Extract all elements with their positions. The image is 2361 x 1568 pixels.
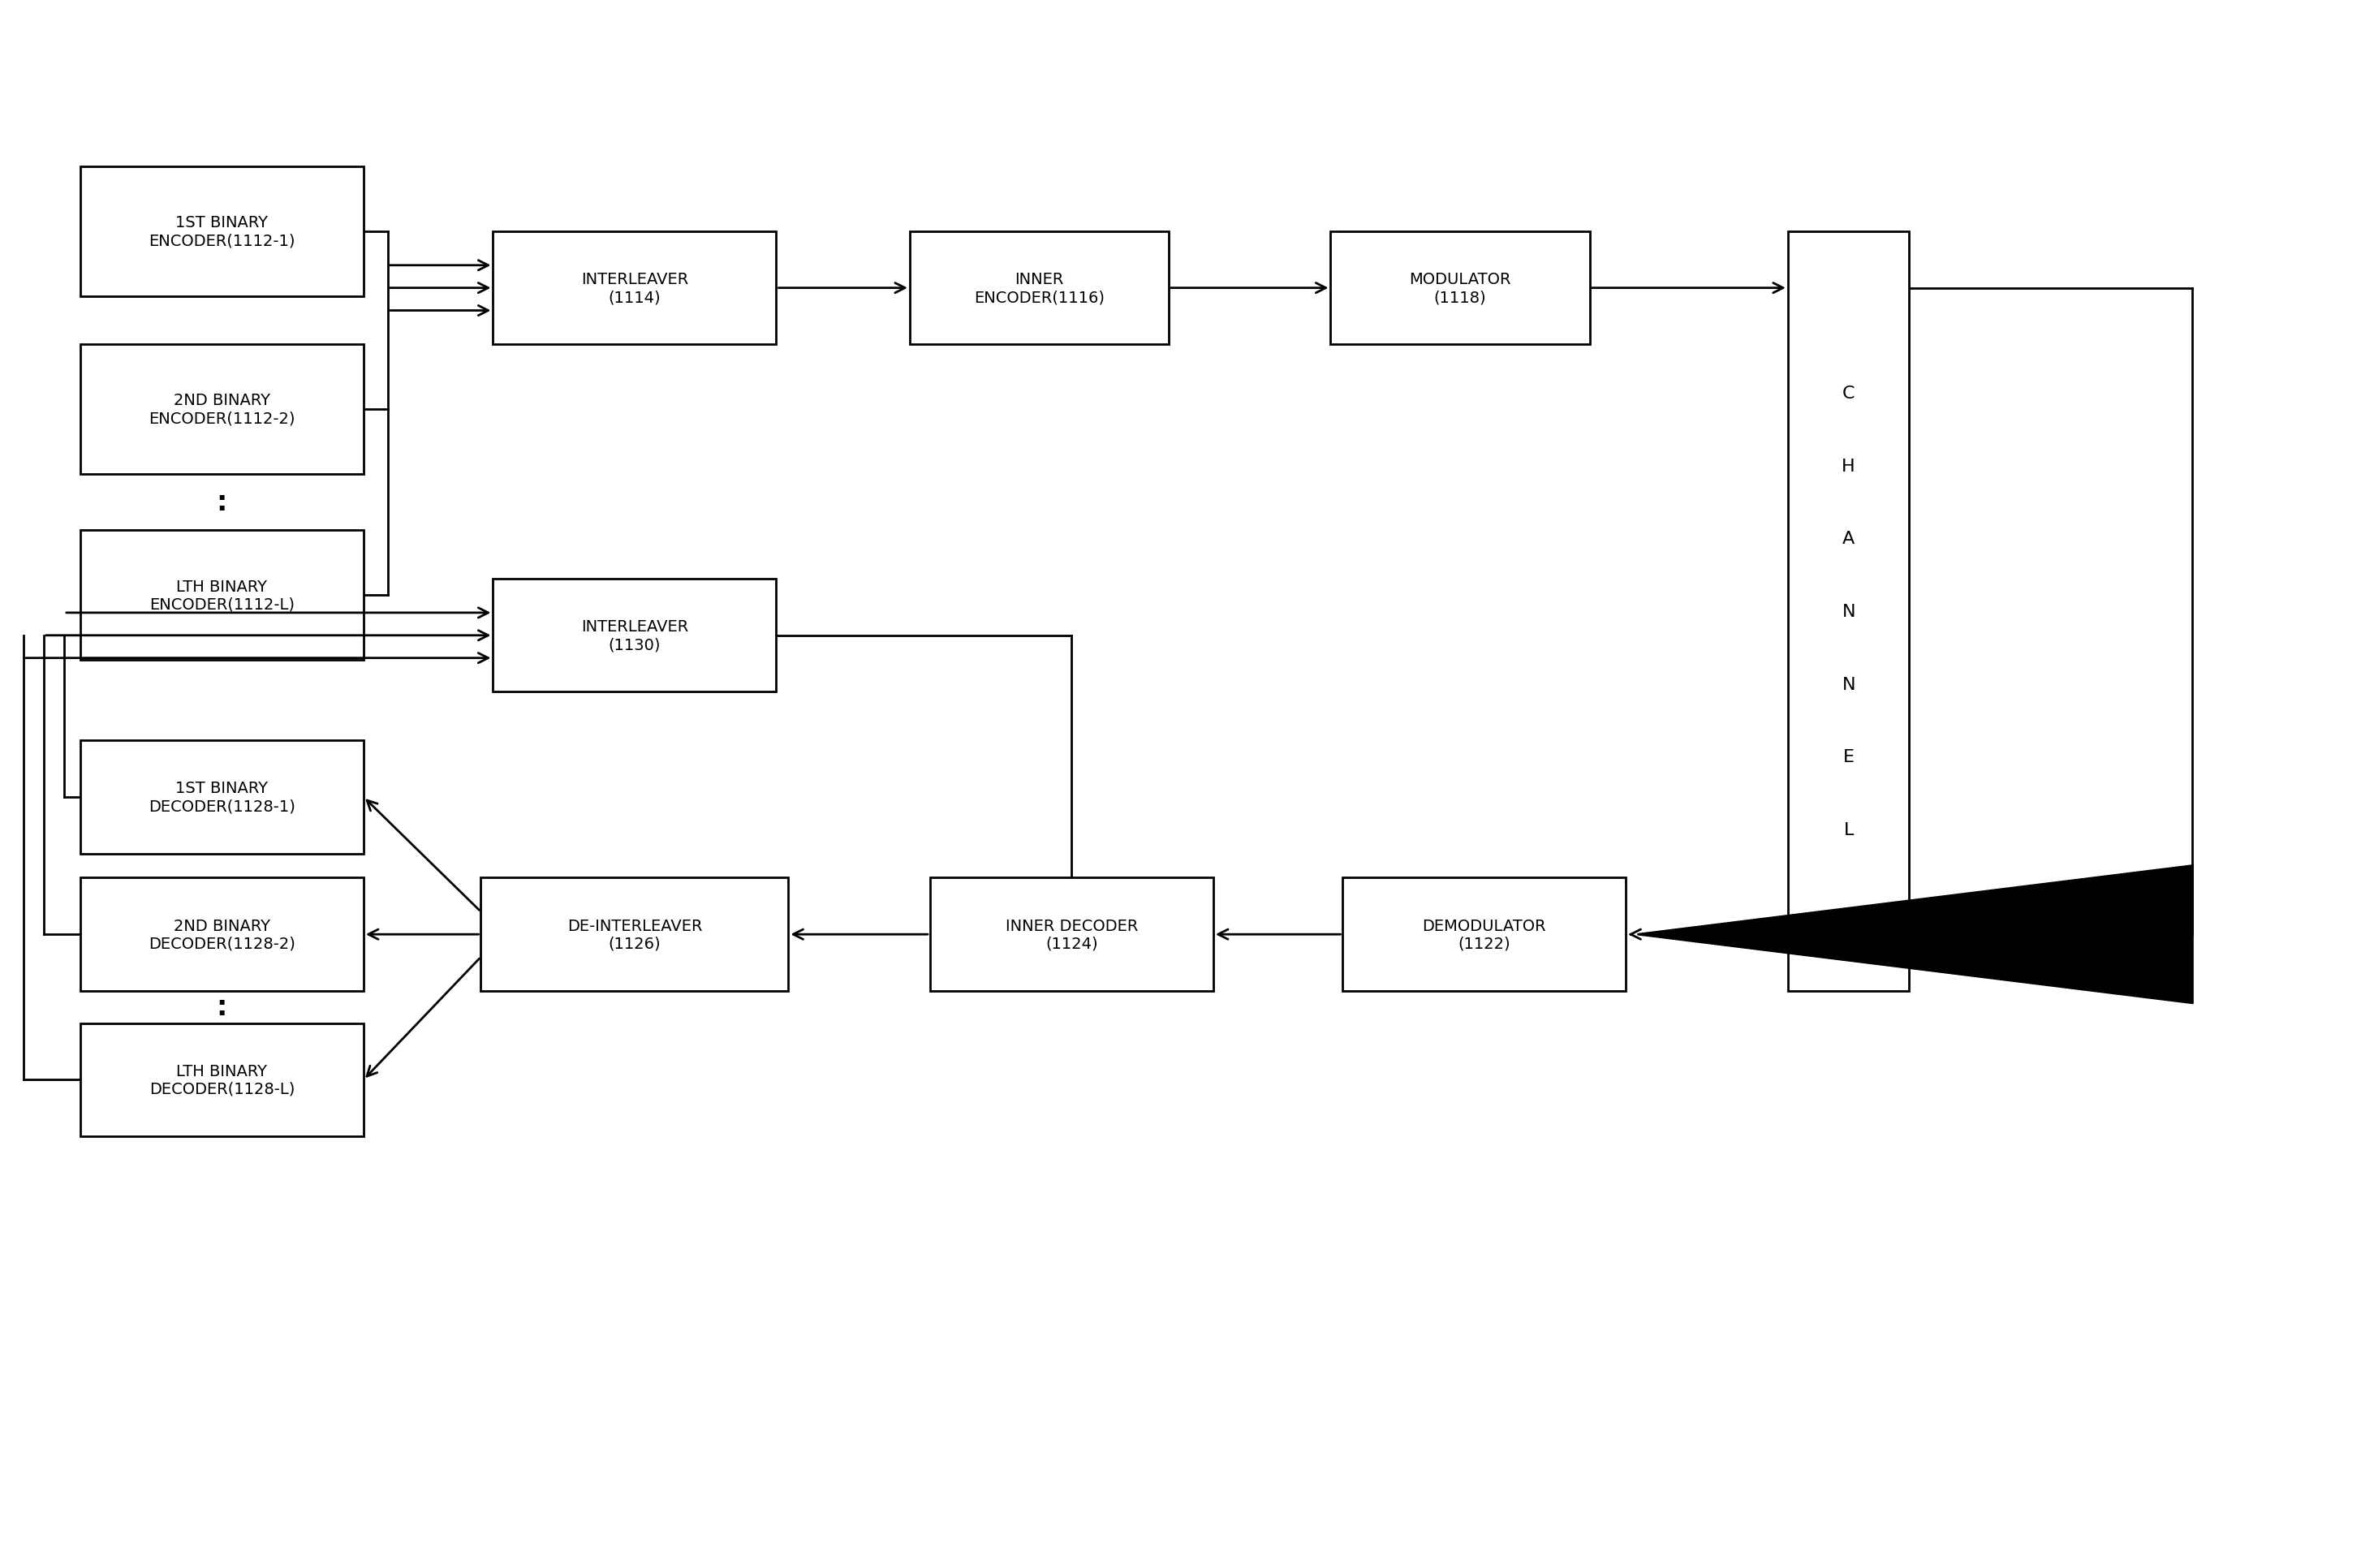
Bar: [930, 878, 1214, 991]
Bar: [80, 740, 364, 855]
Bar: [493, 579, 777, 693]
Polygon shape: [1639, 866, 2193, 1004]
Text: A: A: [1842, 530, 1856, 547]
Text: INNER DECODER
(1124): INNER DECODER (1124): [1006, 917, 1138, 952]
Bar: [1343, 878, 1627, 991]
Text: E: E: [1844, 750, 1853, 765]
Text: :: :: [217, 994, 227, 1021]
Text: C: C: [1842, 386, 1856, 401]
Text: N: N: [1842, 676, 1856, 693]
Text: DEMODULATOR
(1122): DEMODULATOR (1122): [1421, 917, 1546, 952]
Text: LTH BINARY
ENCODER(1112-L): LTH BINARY ENCODER(1112-L): [149, 579, 295, 612]
Text: INTERLEAVER
(1130): INTERLEAVER (1130): [581, 619, 689, 652]
Bar: [80, 345, 364, 474]
Text: 1ST BINARY
DECODER(1128-1): 1ST BINARY DECODER(1128-1): [149, 781, 295, 814]
Text: 2ND BINARY
DECODER(1128-2): 2ND BINARY DECODER(1128-2): [149, 917, 295, 952]
Text: DE-INTERLEAVER
(1126): DE-INTERLEAVER (1126): [567, 917, 701, 952]
Text: 1ST BINARY
ENCODER(1112-1): 1ST BINARY ENCODER(1112-1): [149, 215, 295, 249]
Text: N: N: [1842, 604, 1856, 619]
Text: :: :: [217, 489, 227, 516]
Bar: [1787, 232, 1910, 991]
Bar: [80, 168, 364, 296]
Text: MODULATOR
(1118): MODULATOR (1118): [1410, 271, 1511, 306]
Bar: [1332, 232, 1589, 345]
Text: H: H: [1842, 458, 1856, 474]
Text: 2ND BINARY
ENCODER(1112-2): 2ND BINARY ENCODER(1112-2): [149, 394, 295, 426]
Text: L: L: [1844, 822, 1853, 837]
Bar: [80, 878, 364, 991]
Bar: [493, 232, 777, 345]
Text: LTH BINARY
DECODER(1128-L): LTH BINARY DECODER(1128-L): [149, 1063, 295, 1096]
Text: INTERLEAVER
(1114): INTERLEAVER (1114): [581, 271, 689, 306]
Bar: [909, 232, 1169, 345]
Bar: [80, 1024, 364, 1137]
Bar: [80, 532, 364, 660]
Text: INNER
ENCODER(1116): INNER ENCODER(1116): [975, 271, 1105, 306]
Bar: [482, 878, 789, 991]
